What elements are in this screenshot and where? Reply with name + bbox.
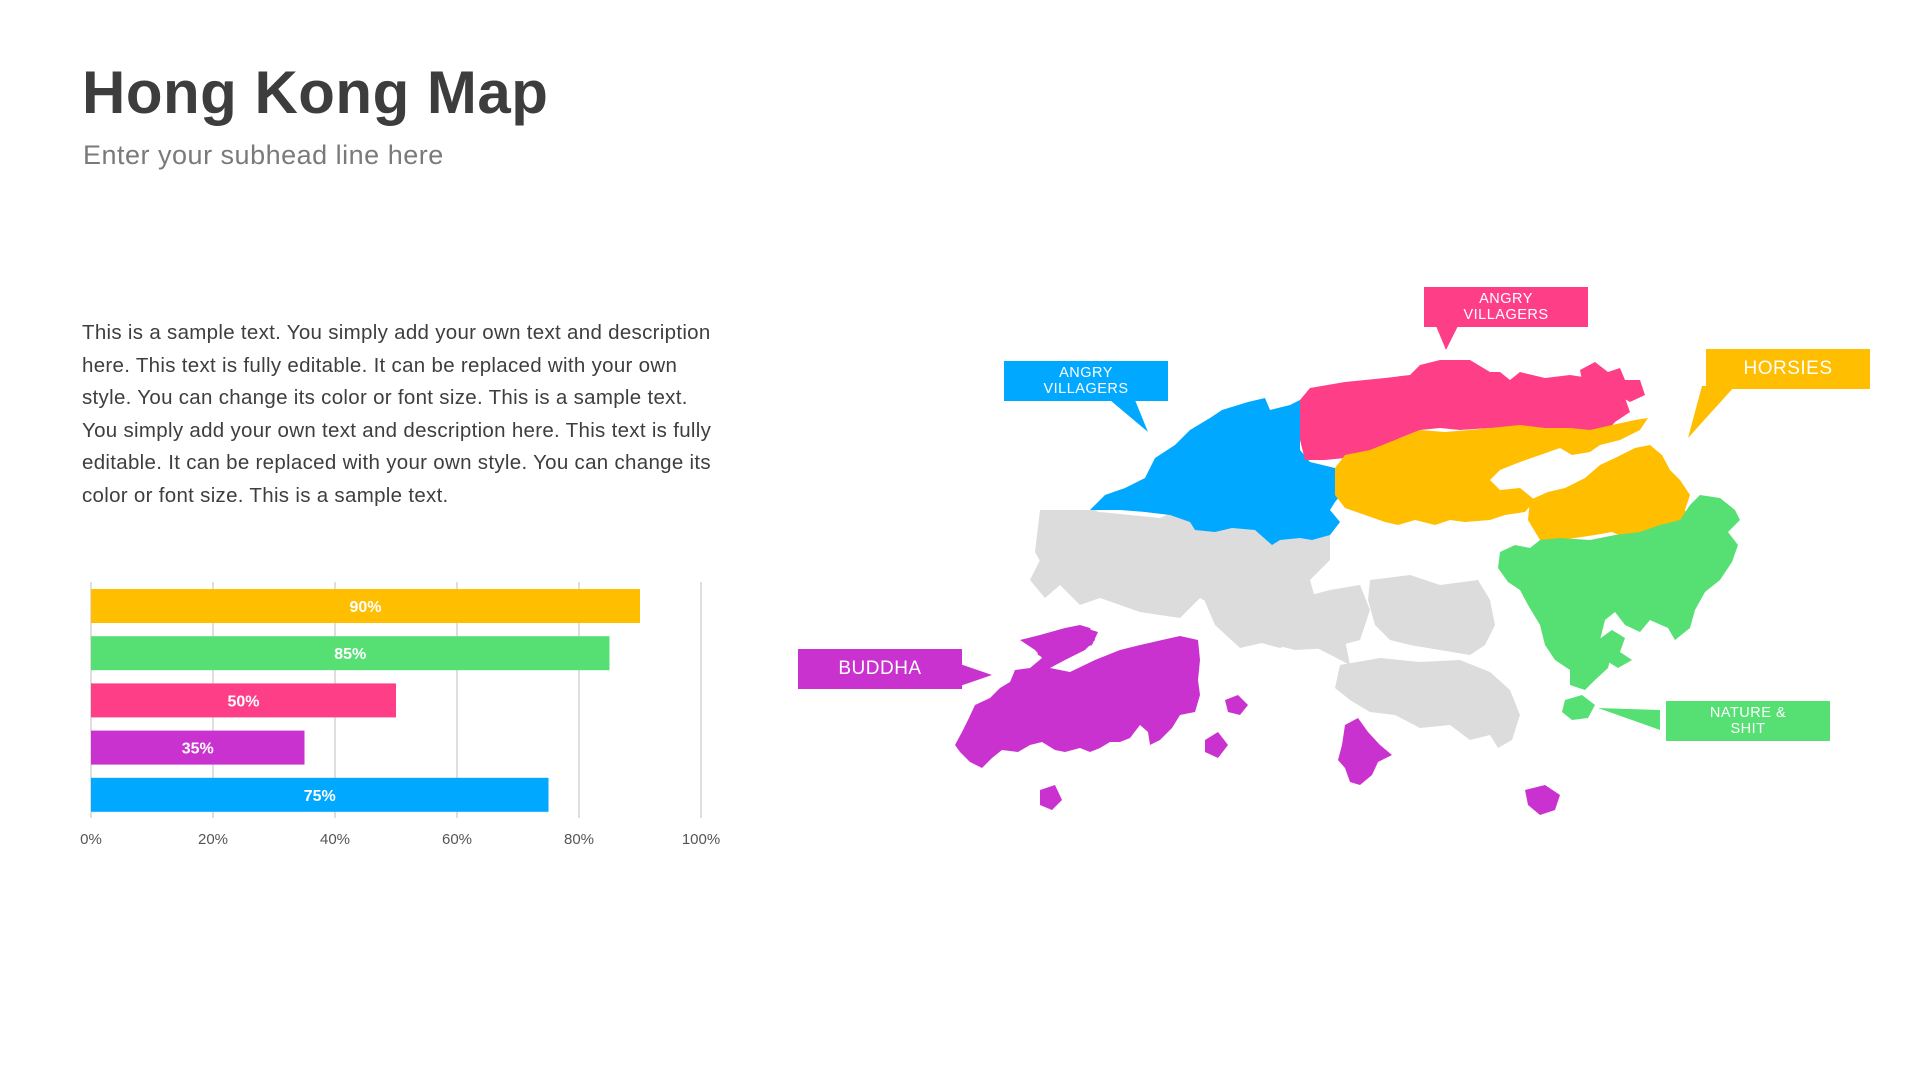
- region-north-islets: [1580, 362, 1645, 402]
- region-hk-island-gray: [1335, 658, 1520, 748]
- region-chek-lap-kok: [1035, 628, 1098, 660]
- chart-bar: [91, 636, 610, 671]
- callout-buddha: BUDDHA: [798, 649, 962, 689]
- chart-bar: [91, 589, 640, 623]
- map-districts: [955, 360, 1740, 815]
- page-title: Hong Kong Map: [82, 59, 549, 126]
- region-lamma-gray: [1220, 585, 1370, 650]
- callout-label: ANGRY VILLAGERS: [1043, 365, 1129, 397]
- region-north-district: [1300, 360, 1630, 460]
- callout-label: ANGRY VILLAGERS: [1463, 291, 1549, 323]
- region-west-gray: [1035, 510, 1282, 590]
- region-sai-kung-north: [1528, 445, 1690, 540]
- callout-pointers: [960, 326, 1735, 730]
- bar-value-label: 90%: [349, 599, 381, 616]
- callout-nature: NATURE & SHIT: [1666, 701, 1830, 741]
- bar-value-label: 50%: [227, 693, 259, 710]
- region-lamma-island: [1338, 718, 1392, 785]
- callout-angry-villagers-blue: ANGRY VILLAGERS: [1004, 361, 1168, 401]
- bar-chart: 0% 20% 40% 60% 80% 100% 90% 85% 50% 35% 75%: [80, 582, 720, 848]
- pointer-pink: [1436, 326, 1458, 350]
- bar-value-label: 85%: [334, 646, 366, 663]
- region-lantau: [955, 625, 1200, 768]
- page-subtitle: Enter your subhead line here: [83, 140, 444, 170]
- bar-value-label: 75%: [304, 788, 336, 805]
- callout-label: NATURE & SHIT: [1709, 705, 1787, 737]
- region-tai-po: [1335, 418, 1648, 525]
- x-tick-label: 60%: [442, 831, 472, 848]
- region-sai-kung: [1498, 495, 1740, 690]
- region-kowloon-south-gray: [1368, 575, 1495, 655]
- bar-value-label: 35%: [182, 741, 214, 758]
- region-clear-water-bay: [1562, 695, 1595, 720]
- callout-angry-villagers-pink: ANGRY VILLAGERS: [1424, 287, 1588, 327]
- region-tuen-mun: [1090, 398, 1345, 545]
- description-text: This is a sample text. You simply add yo…: [82, 321, 712, 507]
- region-peng-chau: [1225, 695, 1248, 715]
- pointer-yellow: [1688, 386, 1735, 438]
- x-tick-label: 100%: [682, 831, 720, 848]
- x-tick-label: 80%: [564, 831, 594, 848]
- x-tick-label: 20%: [198, 831, 228, 848]
- region-soko: [1040, 785, 1062, 810]
- region-sai-kung-south: [1598, 630, 1632, 668]
- callout-label: BUDDHA: [838, 658, 922, 679]
- chart-bar: [91, 683, 396, 718]
- x-tick-label: 0%: [80, 831, 102, 848]
- pointer-purple: [960, 664, 992, 686]
- chart-bar: [91, 730, 305, 765]
- chart-bar: [91, 777, 549, 812]
- region-lamma-south: [1525, 785, 1560, 815]
- callout-horsies: HORSIES: [1706, 349, 1870, 389]
- region-cheung-chau: [1205, 732, 1228, 758]
- callout-label: HORSIES: [1743, 358, 1833, 379]
- pointer-blue: [1110, 400, 1148, 432]
- x-tick-label: 40%: [320, 831, 350, 848]
- pointer-green: [1598, 708, 1660, 730]
